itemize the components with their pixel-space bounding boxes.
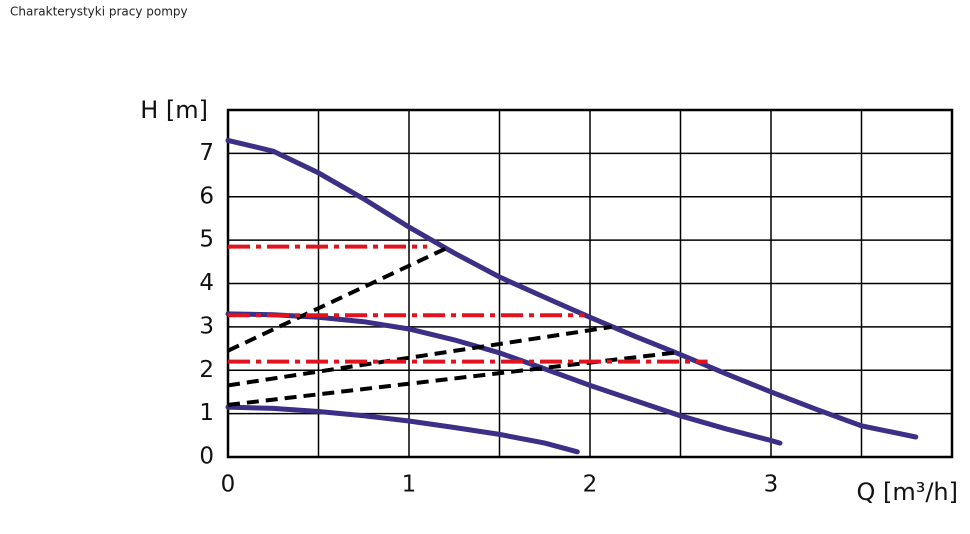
plot-frame	[226, 108, 954, 459]
series-line	[225, 137, 919, 440]
y-tick-label: 4	[199, 270, 214, 296]
x-tick-label: 1	[402, 472, 417, 498]
x-tick-label: 3	[764, 472, 779, 498]
y-tick-label: 1	[199, 400, 214, 426]
series-line	[225, 404, 580, 455]
series-line	[225, 311, 783, 446]
y-tick-label: 6	[199, 183, 214, 209]
x-tick-label: 2	[583, 472, 598, 498]
y-tick-label: 0	[199, 444, 214, 470]
y-tick-label: 2	[199, 357, 214, 383]
y-tick-label: 3	[199, 313, 214, 339]
x-axis-label: Q [m³/h]	[856, 478, 958, 506]
y-tick-label: 5	[199, 227, 214, 253]
chart-title: Charakterystyki pracy pompy	[10, 5, 188, 19]
series-line	[227, 246, 447, 353]
x-tick-label: 0	[221, 472, 236, 498]
y-tick-label: 7	[199, 140, 214, 166]
y-axis-label: H [m]	[140, 96, 208, 124]
series-line	[227, 324, 613, 388]
